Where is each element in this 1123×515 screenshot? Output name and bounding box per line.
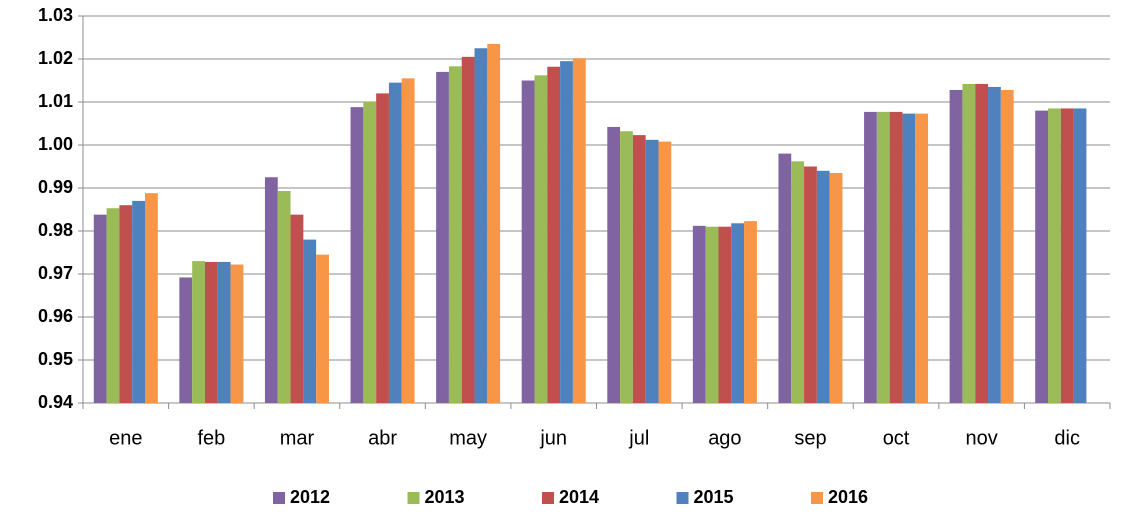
y-tick-label: 0.99	[38, 177, 73, 197]
bar	[949, 89, 963, 404]
bar	[658, 141, 672, 403]
bar	[560, 61, 573, 404]
bar	[401, 78, 415, 403]
bar	[204, 261, 218, 403]
y-tick-label: 1.01	[38, 91, 73, 111]
bar	[902, 113, 916, 404]
bar	[217, 261, 231, 403]
bar	[192, 261, 205, 403]
bar	[1073, 108, 1087, 403]
bar	[889, 111, 903, 403]
bar	[816, 170, 830, 403]
bar	[791, 161, 805, 403]
bar	[93, 214, 107, 403]
bar	[277, 191, 291, 403]
bar	[547, 66, 561, 404]
x-tick-label: ago	[708, 427, 741, 449]
legend-label: 2015	[694, 487, 734, 507]
legend-swatch	[676, 492, 689, 504]
bar	[876, 111, 890, 403]
bar	[350, 107, 364, 403]
bar	[363, 102, 377, 403]
bar	[778, 153, 792, 403]
bar	[915, 113, 929, 404]
bar	[106, 208, 120, 403]
bar	[645, 139, 659, 403]
bar	[1060, 108, 1074, 403]
x-tick-label: jul	[628, 427, 649, 449]
legend-label: 2012	[290, 487, 330, 507]
bar	[179, 277, 193, 403]
bar	[487, 43, 501, 403]
x-tick-label: jun	[539, 427, 567, 449]
y-tick-label: 0.95	[38, 349, 73, 369]
bar	[461, 56, 475, 403]
bar	[988, 86, 1001, 403]
legend-label: 2016	[828, 487, 868, 507]
bar	[829, 172, 843, 403]
bar	[1035, 110, 1049, 403]
x-tick-label: abr	[368, 427, 397, 449]
bar	[718, 226, 732, 403]
bar	[620, 131, 633, 404]
x-tick-label: dic	[1054, 427, 1080, 449]
bar	[705, 226, 719, 403]
bar	[448, 66, 462, 403]
legend-swatch	[542, 492, 554, 504]
bar	[572, 58, 586, 403]
y-tick-label: 1.03	[38, 5, 73, 25]
bar	[132, 200, 145, 403]
y-tick-label: 1.00	[38, 134, 73, 154]
x-tick-label: feb	[197, 427, 225, 449]
bar	[290, 214, 304, 403]
bar	[303, 239, 317, 403]
y-tick-label: 0.96	[38, 306, 73, 326]
legend-swatch	[811, 492, 823, 504]
bar	[1048, 108, 1061, 403]
bar	[744, 221, 757, 403]
x-tick-label: oct	[883, 427, 910, 449]
legend-label: 2013	[425, 487, 465, 507]
bar	[388, 82, 402, 404]
bar	[607, 126, 621, 403]
y-tick-label: 1.02	[38, 48, 73, 68]
bar	[316, 254, 329, 403]
x-tick-label: mar	[280, 427, 315, 449]
bar	[436, 71, 449, 404]
bar	[1000, 89, 1014, 404]
bar	[119, 205, 133, 403]
legend-swatch	[407, 492, 420, 504]
legend-label: 2014	[559, 487, 599, 507]
bar	[804, 166, 817, 403]
y-tick-label: 0.97	[38, 263, 73, 283]
x-tick-label: nov	[966, 427, 998, 449]
bar	[264, 177, 278, 403]
bar	[376, 93, 389, 404]
x-tick-label: ene	[109, 427, 142, 449]
bar	[731, 223, 745, 403]
bar	[692, 225, 706, 403]
bar	[962, 83, 976, 403]
bar	[144, 193, 158, 403]
bar	[534, 75, 548, 403]
y-tick-label: 0.98	[38, 220, 73, 240]
bar	[521, 80, 535, 403]
bar	[632, 135, 646, 404]
bar	[975, 83, 989, 403]
bar	[474, 48, 488, 403]
bar	[864, 111, 877, 403]
y-tick-label: 0.94	[38, 392, 73, 412]
x-tick-label: may	[449, 427, 487, 449]
x-tick-label: sep	[794, 427, 826, 449]
legend-swatch	[273, 492, 285, 504]
bar	[230, 264, 244, 403]
